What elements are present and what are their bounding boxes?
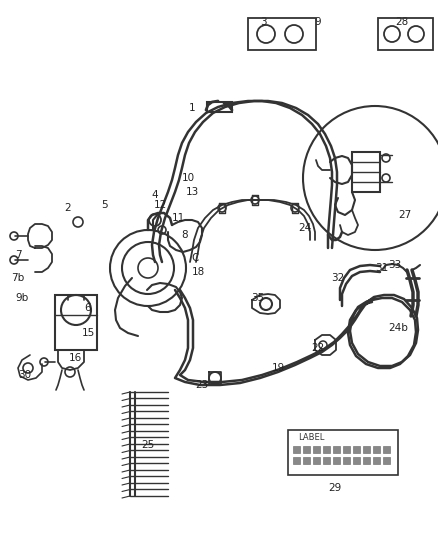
Text: LABEL: LABEL bbox=[297, 433, 324, 442]
Text: 24b: 24b bbox=[387, 323, 407, 333]
Text: 24: 24 bbox=[298, 223, 311, 233]
Text: 5: 5 bbox=[102, 200, 108, 210]
Bar bbox=[247, 18, 315, 50]
Text: 11: 11 bbox=[171, 213, 184, 223]
Text: 33: 33 bbox=[388, 260, 401, 270]
Bar bbox=[312, 457, 319, 464]
Bar bbox=[302, 457, 309, 464]
Text: 1: 1 bbox=[188, 103, 195, 113]
Bar bbox=[382, 457, 389, 464]
Text: 7b: 7b bbox=[11, 273, 25, 283]
Bar bbox=[351, 152, 379, 192]
Bar bbox=[332, 457, 339, 464]
Text: 28: 28 bbox=[395, 17, 408, 27]
Bar bbox=[287, 430, 397, 475]
Text: 9b: 9b bbox=[15, 293, 28, 303]
Text: 10: 10 bbox=[181, 173, 194, 183]
Text: 18: 18 bbox=[191, 267, 204, 277]
Text: 29: 29 bbox=[328, 483, 341, 493]
Bar bbox=[372, 446, 379, 453]
Text: 25: 25 bbox=[141, 440, 154, 450]
Text: 31: 31 bbox=[374, 263, 388, 273]
Text: 27: 27 bbox=[397, 210, 411, 220]
Text: 22: 22 bbox=[311, 343, 324, 353]
Bar bbox=[292, 446, 299, 453]
Text: 3: 3 bbox=[259, 17, 266, 27]
Text: 12: 12 bbox=[153, 200, 166, 210]
Text: 9: 9 bbox=[314, 17, 321, 27]
Text: 32: 32 bbox=[331, 273, 344, 283]
Bar bbox=[322, 457, 329, 464]
Text: C: C bbox=[191, 253, 198, 263]
Text: 15: 15 bbox=[81, 328, 95, 338]
Bar bbox=[352, 446, 359, 453]
Bar bbox=[302, 446, 309, 453]
Text: 7: 7 bbox=[14, 250, 21, 260]
Text: 4: 4 bbox=[152, 190, 158, 200]
Bar bbox=[362, 457, 369, 464]
Bar bbox=[352, 457, 359, 464]
Bar bbox=[342, 446, 349, 453]
Bar bbox=[55, 295, 97, 350]
Text: 2: 2 bbox=[64, 203, 71, 213]
Text: 35: 35 bbox=[251, 293, 264, 303]
Bar bbox=[312, 446, 319, 453]
Bar bbox=[362, 446, 369, 453]
Text: 13: 13 bbox=[185, 187, 198, 197]
Text: 16: 16 bbox=[68, 353, 81, 363]
Text: 8: 8 bbox=[181, 230, 188, 240]
Bar bbox=[332, 446, 339, 453]
Bar bbox=[372, 457, 379, 464]
Bar bbox=[207, 102, 231, 112]
Bar bbox=[322, 446, 329, 453]
Text: 30: 30 bbox=[18, 370, 32, 380]
Text: 19: 19 bbox=[271, 363, 284, 373]
Bar bbox=[382, 446, 389, 453]
Text: 6: 6 bbox=[85, 303, 91, 313]
Bar bbox=[292, 457, 299, 464]
Bar bbox=[342, 457, 349, 464]
Text: 23: 23 bbox=[195, 380, 208, 390]
Bar bbox=[377, 18, 432, 50]
